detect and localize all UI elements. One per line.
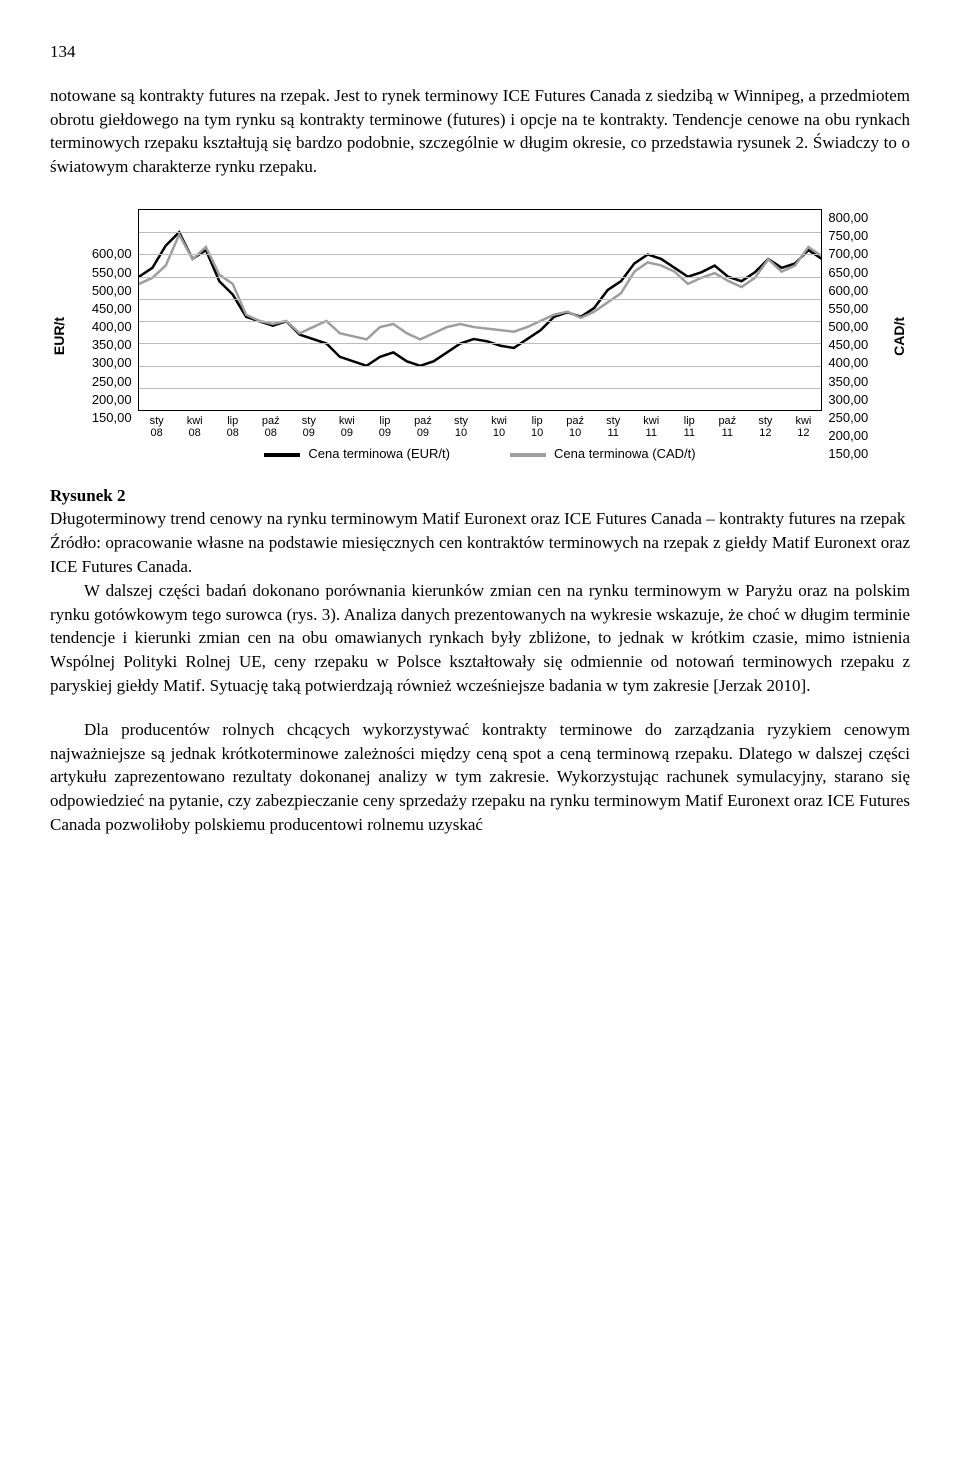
x-tick: sty10 xyxy=(442,415,480,439)
y-right-tick: 150,00 xyxy=(828,445,868,463)
y-left-tick: 400,00 xyxy=(92,318,132,336)
y-right-tick: 800,00 xyxy=(828,209,868,227)
gridline xyxy=(139,388,822,389)
paragraph-1: notowane są kontrakty futures na rzepak.… xyxy=(50,84,910,179)
x-tick: kwi10 xyxy=(480,415,518,439)
x-tick: sty09 xyxy=(290,415,328,439)
y-left-wrap: EUR/t 600,00550,00500,00450,00400,00350,… xyxy=(50,209,138,464)
x-tick: sty08 xyxy=(138,415,176,439)
legend-item: Cena terminowa (CAD/t) xyxy=(510,445,696,463)
x-tick: paź11 xyxy=(708,415,746,439)
figure-caption: Rysunek 2 Długoterminowy trend cenowy na… xyxy=(50,484,910,579)
page-number: 134 xyxy=(50,40,910,64)
y-left-tick: 150,00 xyxy=(92,409,132,427)
y-right-tick: 250,00 xyxy=(828,409,868,427)
y-right-wrap: 800,00750,00700,00650,00600,00550,00500,… xyxy=(822,209,910,464)
series-line xyxy=(139,235,822,340)
x-tick: sty11 xyxy=(594,415,632,439)
x-tick: paź10 xyxy=(556,415,594,439)
gridline xyxy=(139,366,822,367)
legend-swatch xyxy=(510,453,546,457)
y-left-tick: 500,00 xyxy=(92,282,132,300)
plot-column: sty08kwi08lip08paź08sty09kwi09lip09paź09… xyxy=(138,209,823,464)
x-tick: paź08 xyxy=(252,415,290,439)
y-right-tick: 350,00 xyxy=(828,373,868,391)
legend-label: Cena terminowa (CAD/t) xyxy=(554,445,696,463)
figure-caption-text: Długoterminowy trend cenowy na rynku ter… xyxy=(50,507,910,531)
y-right-tick: 700,00 xyxy=(828,245,868,263)
chart-area: EUR/t 600,00550,00500,00450,00400,00350,… xyxy=(50,209,910,464)
y-left-axis: 600,00550,00500,00450,00400,00350,00300,… xyxy=(74,245,138,427)
y-left-tick: 350,00 xyxy=(92,336,132,354)
figure-source: Źródło: opracowanie własne na podstawie … xyxy=(50,531,910,579)
y-left-tick: 600,00 xyxy=(92,245,132,263)
chart-legend: Cena terminowa (EUR/t) Cena terminowa (CA… xyxy=(138,445,823,463)
y-right-tick: 650,00 xyxy=(828,264,868,282)
y-right-tick: 450,00 xyxy=(828,336,868,354)
y-right-tick: 500,00 xyxy=(828,318,868,336)
y-left-label: EUR/t xyxy=(50,317,70,355)
y-right-tick: 750,00 xyxy=(828,227,868,245)
y-left-tick: 250,00 xyxy=(92,373,132,391)
gridline xyxy=(139,254,822,255)
y-right-tick: 600,00 xyxy=(828,282,868,300)
x-tick: lip09 xyxy=(366,415,404,439)
gridline xyxy=(139,343,822,344)
paragraph-3: Dla producentów rolnych chcących wykorzy… xyxy=(50,718,910,837)
y-right-tick: 200,00 xyxy=(828,427,868,445)
chart-container: EUR/t 600,00550,00500,00450,00400,00350,… xyxy=(50,209,910,464)
x-tick: lip08 xyxy=(214,415,252,439)
figure-title: Rysunek 2 xyxy=(50,484,910,508)
legend-item: Cena terminowa (EUR/t) xyxy=(264,445,450,463)
y-left-tick: 450,00 xyxy=(92,300,132,318)
y-right-axis: 800,00750,00700,00650,00600,00550,00500,… xyxy=(822,209,886,464)
y-right-label: CAD/t xyxy=(890,317,910,356)
paragraph-2: W dalszej części badań dokonano porównan… xyxy=(50,579,910,698)
y-left-tick: 200,00 xyxy=(92,391,132,409)
gridline xyxy=(139,299,822,300)
x-tick: sty12 xyxy=(746,415,784,439)
y-right-tick: 400,00 xyxy=(828,354,868,372)
legend-swatch xyxy=(264,453,300,457)
x-tick: lip11 xyxy=(670,415,708,439)
y-right-tick: 550,00 xyxy=(828,300,868,318)
x-tick: kwi12 xyxy=(784,415,822,439)
legend-label: Cena terminowa (EUR/t) xyxy=(308,445,450,463)
gridline xyxy=(139,321,822,322)
x-tick: lip10 xyxy=(518,415,556,439)
gridline xyxy=(139,277,822,278)
chart-plot xyxy=(138,209,823,411)
y-left-tick: 300,00 xyxy=(92,354,132,372)
gridline xyxy=(139,232,822,233)
x-axis: sty08kwi08lip08paź08sty09kwi09lip09paź09… xyxy=(138,415,823,439)
x-tick: kwi08 xyxy=(176,415,214,439)
x-tick: kwi11 xyxy=(632,415,670,439)
y-left-tick: 550,00 xyxy=(92,264,132,282)
y-right-tick: 300,00 xyxy=(828,391,868,409)
chart-svg xyxy=(139,210,822,410)
x-tick: paź09 xyxy=(404,415,442,439)
x-tick: kwi09 xyxy=(328,415,366,439)
